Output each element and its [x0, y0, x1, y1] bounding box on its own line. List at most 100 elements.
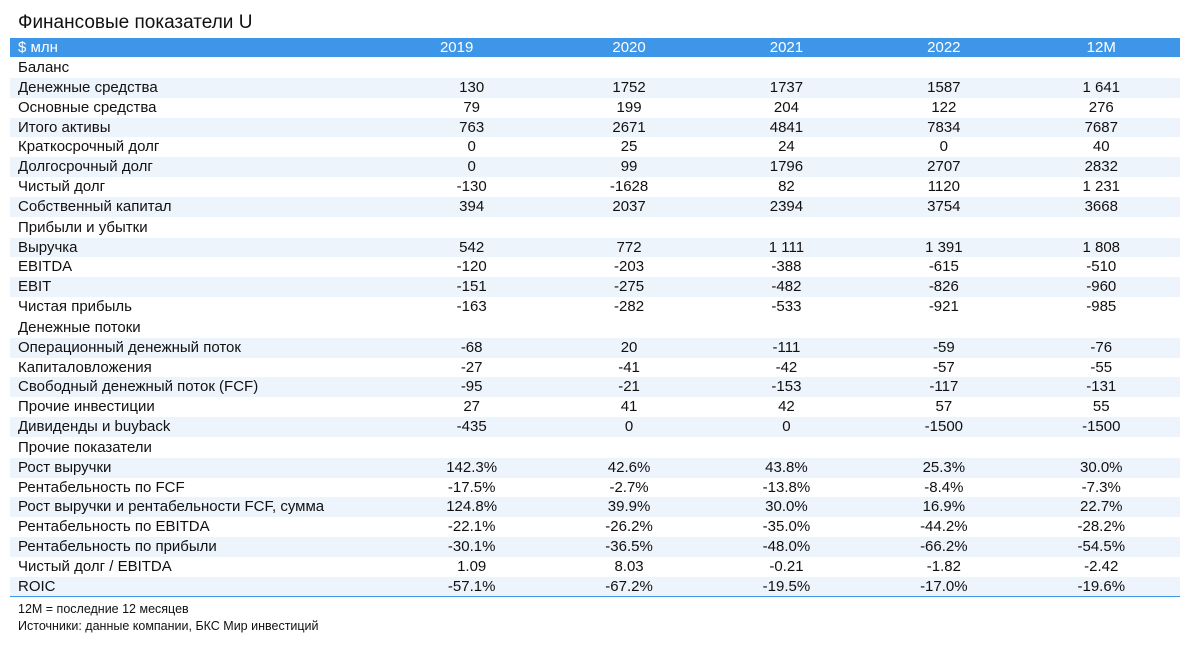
- section-header-row: Прочие показатели: [10, 437, 1180, 458]
- cell-value: 22.7%: [1022, 497, 1180, 518]
- cell-value: -30.1%: [392, 536, 551, 557]
- cell-value: 2832: [1022, 157, 1180, 177]
- cell-value: 0: [707, 416, 866, 437]
- year-header: 2019: [392, 38, 551, 57]
- cell-value: 7687: [1022, 117, 1180, 138]
- row-label: Основные средства: [18, 98, 157, 116]
- cell-value: -48.0%: [707, 536, 866, 557]
- cell-value: 0: [467, 138, 476, 156]
- table-row: Рентабельность по EBITDA -22.1% -26.2% -35.…: [10, 517, 1180, 537]
- cell-value: 79: [463, 98, 480, 116]
- cell-value: -482: [707, 277, 866, 297]
- cell-value: -1500: [1022, 416, 1180, 437]
- row-label: Выручка: [10, 237, 393, 258]
- cell-value: 57: [935, 398, 953, 416]
- footnote-sources: Источники: данные компании, БКС Мир инве…: [18, 619, 319, 633]
- cell-value: -35.0%: [762, 518, 811, 536]
- cell-value: -28.2%: [1077, 518, 1126, 536]
- page-title: Финансовые показатели U: [18, 12, 253, 33]
- row-label: Долгосрочный долг: [10, 157, 393, 177]
- section-title: Баланс: [18, 59, 70, 76]
- cell-value: -36.5%: [550, 536, 708, 557]
- table-row: Чистый долг / EBITDA 1.09 8.03 -0.21 -1.82 -2…: [10, 557, 1180, 577]
- row-label: Дивиденды и buyback: [10, 416, 393, 437]
- cell-value: -41: [618, 358, 640, 376]
- cell-value: 130: [392, 78, 551, 98]
- cell-value: -21: [550, 377, 708, 398]
- cell-value: 8.03: [614, 557, 644, 575]
- table-row: Чистый долг -130 -1628 82 1120 1 231: [10, 177, 1180, 197]
- cell-value: -985: [1086, 297, 1117, 315]
- cell-value: 40: [1092, 138, 1110, 156]
- cell-value: -57.1%: [392, 576, 551, 598]
- cell-value: 1587: [865, 78, 1023, 98]
- section-title: Прибыли и убытки: [18, 218, 148, 236]
- row-label: Прочие инвестиции: [18, 398, 155, 416]
- table-row: Дивиденды и buyback -435 0 0 -1500 -1500: [10, 416, 1180, 437]
- year-header: 12M: [1022, 38, 1180, 57]
- cell-value: -615: [928, 258, 959, 276]
- cell-value: -130: [456, 177, 487, 195]
- cell-value: -111: [707, 337, 866, 358]
- cell-value: -66.2%: [865, 536, 1023, 557]
- row-label: Рентабельность по FCF: [18, 478, 185, 496]
- cell-value: -921: [928, 297, 959, 315]
- cell-value: -282: [614, 297, 645, 315]
- cell-value: 4841: [707, 117, 866, 138]
- row-label: Рентабельность по EBITDA: [18, 518, 210, 536]
- row-label: Рентабельность по прибыли: [10, 536, 393, 557]
- section-header-row: Прибыли и убытки: [10, 217, 1180, 238]
- table-row: Долгосрочный долг 0 99 1796 2707 2832: [10, 157, 1180, 177]
- cell-value: 142.3%: [392, 457, 551, 478]
- table-row: Чистая прибыль -163 -282 -533 -921 -985: [10, 297, 1180, 317]
- cell-value: -76: [1022, 337, 1180, 358]
- cell-value: 39.9%: [550, 497, 708, 518]
- cell-value: -59: [865, 337, 1023, 358]
- cell-value: 276: [1088, 98, 1114, 116]
- cell-value: 30.0%: [707, 497, 866, 518]
- cell-value: -203: [614, 258, 645, 276]
- cell-value: -2.7%: [609, 478, 649, 496]
- cell-value: 25: [620, 138, 638, 156]
- table-row: Операционный денежный поток -68 20 -111 -59-…: [10, 337, 1180, 358]
- cell-value: 1 391: [865, 237, 1023, 258]
- cell-value: 199: [616, 98, 642, 116]
- table-row: Капиталовложения -27 -41 -42 -57 -55: [10, 358, 1180, 378]
- row-label: Рост выручки и рентабельности FCF, сумма: [10, 497, 393, 518]
- cell-value: -0.21: [769, 557, 804, 575]
- cell-value: -19.6%: [1022, 576, 1180, 598]
- cell-value: -17.0%: [865, 576, 1023, 598]
- row-label: ROIC: [10, 576, 393, 598]
- section-header-row: Баланс: [10, 57, 1180, 78]
- cell-value: -95: [392, 377, 551, 398]
- cell-value: 24: [778, 138, 795, 156]
- table-row: ROIC -57.1% -67.2% -19.5% -17.0% -19.6%: [10, 576, 1180, 598]
- cell-value: 43.8%: [707, 457, 866, 478]
- year-header: 2020: [550, 38, 708, 57]
- cell-value: 42.6%: [550, 457, 708, 478]
- cell-value: -22.1%: [447, 518, 496, 536]
- table-row: Денежные средства 130 1752 1737 1587 1 641: [10, 78, 1180, 98]
- cell-value: -151: [392, 277, 551, 297]
- table-row: Свободный денежный поток (FCF) -95 -21 -153…: [10, 377, 1180, 398]
- cell-value: 1.09: [457, 557, 487, 575]
- row-label: EBIT: [10, 277, 393, 297]
- cell-value: -117: [865, 377, 1023, 398]
- footnotes: 12M = последние 12 месяцев Источники: да…: [18, 601, 319, 635]
- cell-value: -163: [456, 297, 487, 315]
- unit-header: $ млн: [10, 38, 393, 57]
- cell-value: 16.9%: [865, 497, 1023, 518]
- cell-value: -42: [775, 358, 798, 376]
- table-row: Рост выручки 142.3% 42.6% 43.8% 25.3% 30.0%: [10, 457, 1180, 478]
- row-label: Капиталовложения: [18, 358, 152, 376]
- cell-value: 1 808: [1022, 237, 1180, 258]
- cell-value: -27: [460, 358, 483, 376]
- cell-value: 122: [931, 98, 957, 116]
- table-row: Рентабельность по прибыли -30.1% -36.5% -48…: [10, 536, 1180, 557]
- row-label: Рост выручки: [10, 457, 393, 478]
- section-title: Прочие показатели: [18, 438, 152, 456]
- cell-value: 55: [1092, 398, 1110, 416]
- cell-value: 1796: [707, 157, 866, 177]
- cell-value: 1120: [927, 177, 960, 195]
- table-row: EBIT -151 -275 -482 -826 -960: [10, 277, 1180, 297]
